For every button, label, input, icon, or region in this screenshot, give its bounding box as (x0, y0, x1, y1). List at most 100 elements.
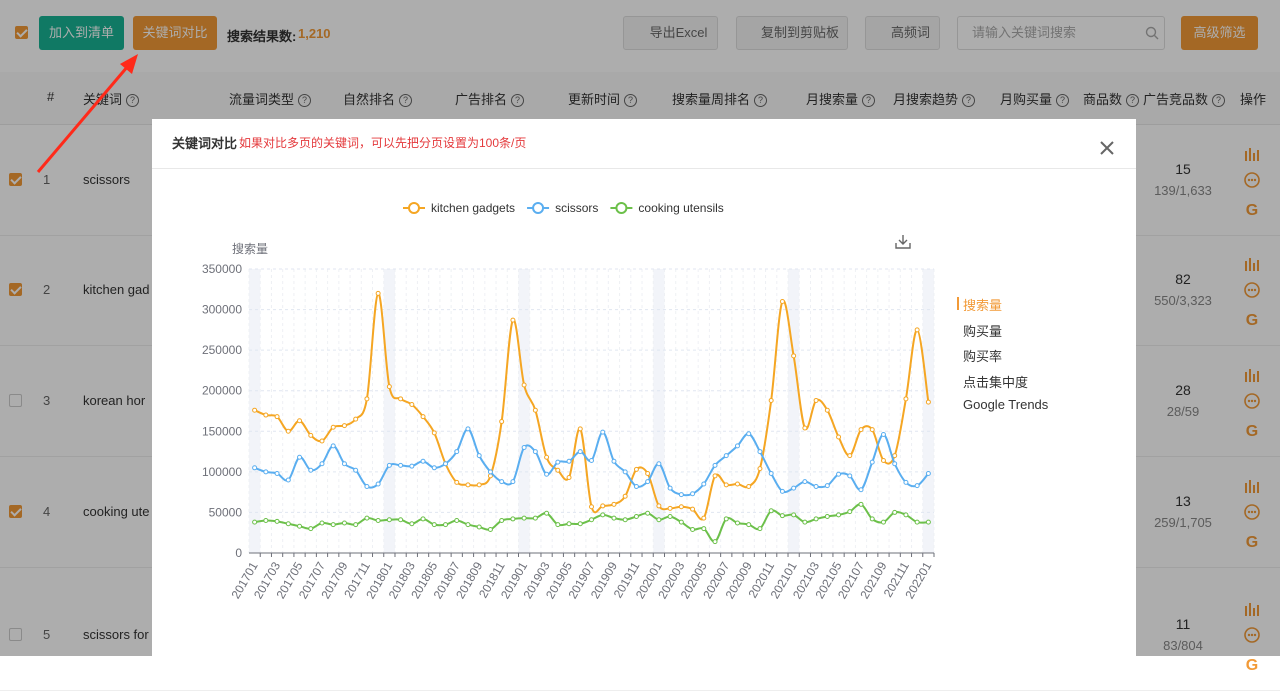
row-index: 2 (43, 282, 51, 297)
data-point (723, 516, 729, 522)
data-point (375, 481, 381, 487)
row-actions[interactable]: G (1243, 255, 1261, 327)
data-point (566, 475, 572, 481)
help-icon[interactable]: ? (862, 94, 876, 107)
data-point (398, 517, 404, 523)
data-point (443, 461, 449, 467)
help-icon[interactable]: ? (962, 94, 976, 107)
help-icon[interactable]: ? (511, 94, 525, 107)
data-point (667, 513, 673, 519)
data-point (476, 453, 482, 459)
data-point (252, 519, 258, 525)
data-point (297, 523, 303, 529)
legend-marker (408, 202, 420, 214)
data-point (499, 518, 505, 524)
data-point (465, 522, 471, 528)
select-all-checkbox[interactable] (15, 26, 28, 39)
row-checkbox[interactable] (9, 505, 22, 518)
metric-option[interactable]: 购买量 (963, 323, 1003, 339)
header-cell: 更新时间? (568, 89, 638, 108)
help-icon[interactable]: ? (1212, 94, 1226, 107)
period-band (518, 269, 530, 553)
metric-option[interactable]: 点击集中度 (963, 374, 1029, 390)
row-actions[interactable]: G (1243, 477, 1261, 549)
help-icon[interactable]: ? (126, 94, 140, 107)
data-point (802, 425, 808, 431)
data-point (330, 522, 336, 528)
data-point (577, 521, 583, 527)
data-point (869, 459, 875, 465)
period-band (788, 269, 800, 553)
row-actions[interactable]: G (1243, 366, 1261, 438)
data-point (880, 519, 886, 525)
data-point (925, 470, 931, 476)
modal-note: 如果对比多页的关键词，可以先把分页设置为100条/页 (239, 136, 527, 150)
help-icon[interactable]: ? (298, 94, 312, 107)
data-point (600, 512, 606, 518)
data-point (611, 501, 617, 507)
row-actions[interactable]: G (1243, 145, 1261, 217)
data-point (667, 505, 673, 511)
data-point (925, 399, 931, 405)
advanced-filter-button[interactable]: 高级筛选 (1181, 16, 1258, 50)
y-tick-label: 150000 (202, 424, 242, 438)
data-point (611, 515, 617, 521)
row-checkbox[interactable] (9, 628, 22, 641)
ad-count: 13 (1175, 493, 1191, 509)
data-point (746, 431, 752, 437)
header-cell: 自然排名? (343, 89, 413, 108)
metric-option[interactable]: 购买率 (963, 349, 1003, 364)
data-point (263, 412, 269, 418)
frequent-words-button[interactable]: 高频词 (865, 16, 940, 50)
row-checkbox[interactable] (9, 173, 22, 186)
help-icon[interactable]: ? (754, 94, 768, 107)
data-point (712, 539, 718, 545)
data-point (802, 519, 808, 525)
data-point (779, 298, 785, 304)
download-icon[interactable] (895, 235, 911, 249)
help-icon[interactable]: ? (1126, 94, 1140, 107)
data-point (476, 524, 482, 530)
data-point (645, 510, 651, 516)
data-point (364, 515, 370, 521)
row-checkbox[interactable] (9, 394, 22, 407)
data-point (341, 520, 347, 526)
metric-option[interactable]: 搜索量 (963, 298, 1003, 313)
data-point (633, 513, 639, 519)
header-cell: 操作 (1240, 92, 1267, 107)
header-cell: 商品数? (1083, 89, 1140, 108)
data-point (532, 449, 538, 455)
ad-count: 11 (1175, 616, 1191, 632)
data-point (813, 516, 819, 522)
header-cell: 搜索量周排名? (672, 89, 768, 108)
data-point (645, 479, 651, 485)
data-point (532, 407, 538, 413)
data-point (532, 515, 538, 521)
data-point (589, 517, 594, 523)
search-input[interactable]: 请输入关键词搜索 (957, 16, 1165, 50)
compare-button[interactable]: 关键词对比 (133, 16, 217, 50)
row-checkbox[interactable] (9, 283, 22, 296)
close-button[interactable] (1100, 141, 1114, 155)
metric-option[interactable]: Google Trends (963, 397, 1049, 412)
data-point (690, 506, 696, 512)
data-point (757, 466, 763, 472)
add-to-list-button[interactable]: 加入到清单 (39, 16, 124, 50)
data-point (555, 459, 561, 465)
data-point (858, 487, 864, 493)
data-point (443, 522, 449, 528)
export-button[interactable]: 导出Excel (623, 16, 718, 50)
copy-button[interactable]: 复制到剪贴板 (736, 16, 848, 50)
data-point (274, 518, 280, 524)
data-point (622, 517, 628, 523)
data-point (499, 419, 505, 425)
data-point (308, 432, 314, 438)
search-icon (1145, 26, 1159, 40)
row-index: 4 (43, 504, 51, 519)
data-point (656, 461, 662, 467)
help-icon[interactable]: ? (624, 94, 638, 107)
data-point (521, 445, 527, 451)
data-point (566, 458, 572, 464)
help-icon[interactable]: ? (1056, 94, 1070, 107)
help-icon[interactable]: ? (399, 94, 413, 107)
